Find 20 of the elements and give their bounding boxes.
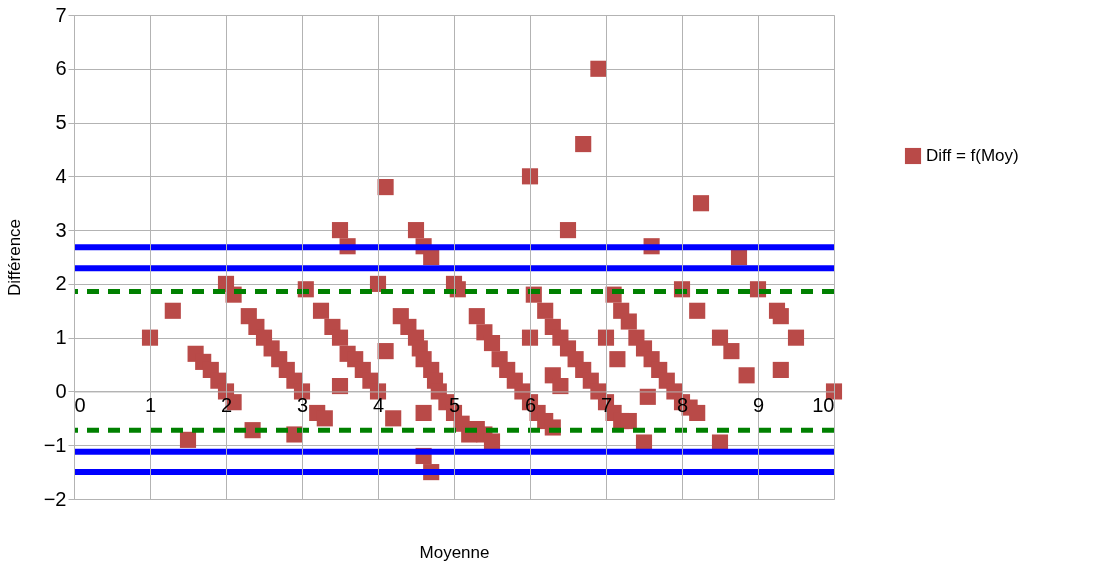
- x-tick-label: 3: [296, 393, 309, 416]
- y-axis-title: Différence: [4, 218, 24, 297]
- x-tick-label: 2: [220, 393, 233, 416]
- y-tick-label: 4: [55, 164, 67, 187]
- y-tick-label: 2: [55, 272, 67, 295]
- x-tick-label: 4: [372, 393, 385, 416]
- y-tick-label: 0: [55, 379, 67, 402]
- y-tick-label: 3: [55, 218, 67, 241]
- x-axis-title: Moyenne: [419, 542, 490, 562]
- y-tick-label: 5: [55, 111, 67, 134]
- y-tick-label: −2: [43, 487, 67, 510]
- y-tick-label: 7: [55, 3, 67, 26]
- y-tick-label: −1: [43, 433, 67, 456]
- x-tick-label: 10: [812, 393, 835, 416]
- x-tick-label: 0: [74, 393, 86, 416]
- y-tick-label: 1: [55, 326, 67, 349]
- x-tick-label: 9: [752, 393, 765, 416]
- x-tick-label: 1: [144, 393, 157, 416]
- y-tick-label: 6: [55, 57, 67, 80]
- legend-label: Diff = f(Moy): [926, 146, 1019, 165]
